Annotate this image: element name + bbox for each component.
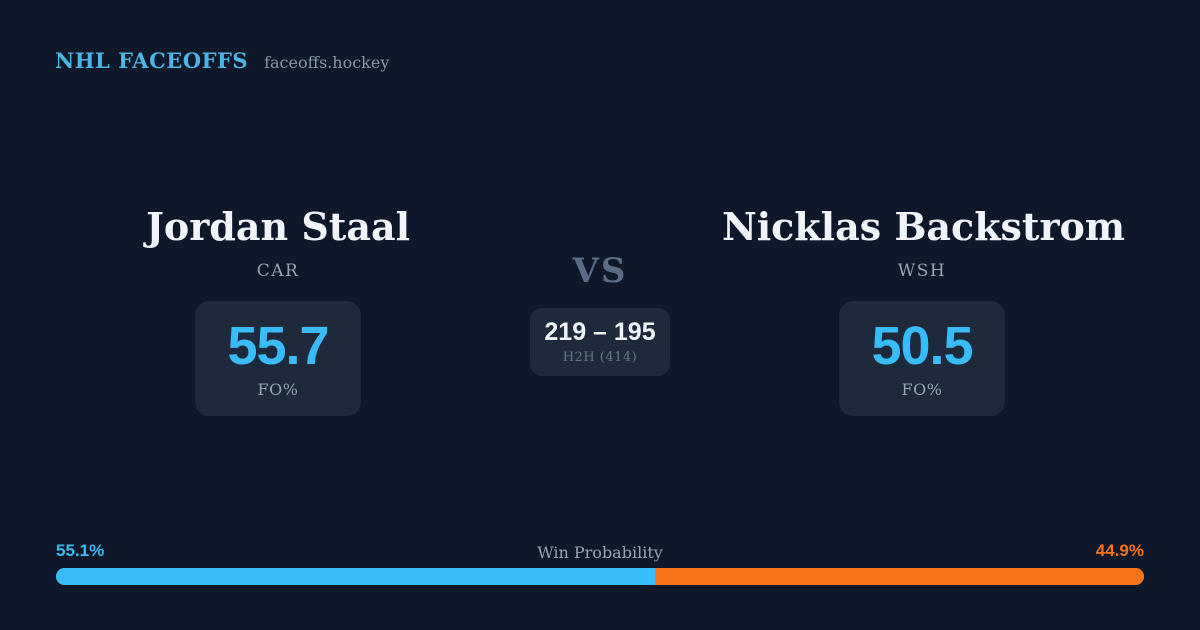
player-a-name: Jordan Staal [145, 204, 411, 249]
h2h-card: 219 – 195 H2H (414) [530, 308, 670, 376]
win-probability-fill-left [56, 568, 656, 585]
player-a-team: CAR [256, 261, 300, 281]
player-b-name: Nicklas Backstrom [722, 204, 1126, 249]
player-b-stat-value: 50.5 [871, 315, 973, 376]
brand-domain: faceoffs.hockey [264, 53, 390, 72]
player-b-stat-label: FO% [901, 379, 943, 399]
win-probability-right-pct: 44.9% [1095, 541, 1144, 560]
win-probability-title: Win Probability [537, 543, 663, 562]
player-a-stat-label: FO% [257, 379, 299, 399]
h2h-label: H2H (414) [562, 349, 638, 365]
header: NHL FACEOFFS faceoffs.hockey [55, 48, 389, 73]
win-probability-left-pct: 55.1% [56, 541, 105, 560]
player-a-stat-card: 55.7 FO% [195, 301, 361, 416]
vs-label: VS [572, 251, 628, 291]
h2h-score: 219 – 195 [544, 317, 656, 346]
brand-title: NHL FACEOFFS [55, 48, 249, 73]
player-b-stat-card: 50.5 FO% [839, 301, 1005, 416]
player-b-panel: Nicklas Backstrom WSH 50.5 FO% [722, 204, 1126, 416]
win-probability-bar [56, 568, 1144, 585]
player-a-stat-value: 55.7 [227, 315, 329, 376]
player-b-team: WSH [897, 261, 947, 281]
player-a-panel: Jordan Staal CAR 55.7 FO% [78, 205, 478, 416]
win-probability-fill-right [655, 568, 1144, 585]
versus-panel: VS 219 – 195 H2H (414) [500, 252, 700, 376]
